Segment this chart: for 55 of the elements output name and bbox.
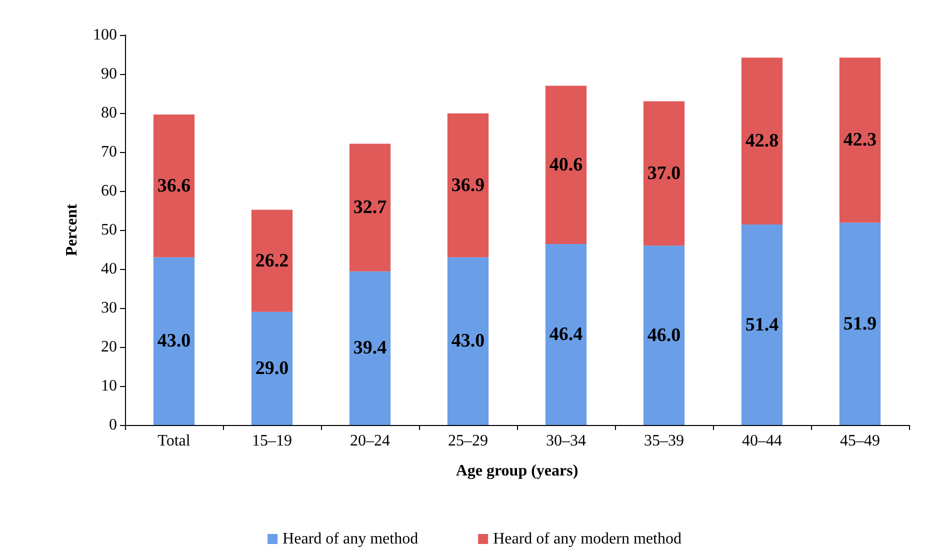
data-label: 36.6 [157,175,191,196]
data-label: 36.9 [451,174,485,196]
y-tick-label: 0 [109,416,117,434]
bar [741,58,783,225]
y-tick-label: 80 [101,104,117,122]
data-label: 26.2 [255,250,289,272]
bar [251,210,293,312]
bar [153,257,195,425]
data-label: 46.0 [647,324,681,346]
y-tick-label: 40 [101,260,117,278]
x-tick-label: 35–39 [644,432,684,450]
bar [349,144,391,272]
data-label: 40.6 [549,154,583,176]
y-tick-label: 70 [101,144,117,160]
x-tick-label: 20–24 [350,432,390,450]
bar [153,114,195,258]
data-label: 46.4 [549,324,584,346]
data-label: 32.7 [353,197,388,218]
data-label: 51.4 [745,314,780,336]
bar [643,246,685,425]
legend-label: Heard of any method [282,530,418,548]
y-tick-label: 100 [93,26,117,44]
bar [839,58,881,223]
x-axis-title: Age group (years) [456,462,578,480]
data-label: 29.0 [255,358,289,379]
bar [447,113,489,258]
x-tick-label: 25–29 [448,432,488,450]
bar [447,257,489,425]
y-tick-label: 10 [101,378,117,394]
x-tick-label: 45–49 [840,432,880,450]
y-axis-title: Percent [64,203,80,256]
data-label: 43.0 [157,330,191,352]
data-label: 51.9 [843,313,877,334]
x-tick-label: Total [158,432,191,450]
bar [643,101,685,246]
data-label: 43.0 [451,330,485,352]
data-label: 39.4 [353,338,388,359]
data-label: 42.3 [843,130,877,151]
x-tick-label: 30–34 [546,432,586,450]
y-tick-label: 50 [101,222,117,238]
x-tick-label: 15–19 [252,432,292,450]
legend-label: Heard of any modern method [493,530,682,548]
y-tick-label: 90 [101,66,117,82]
bar [741,224,783,425]
bar [545,86,587,244]
bar [839,222,881,425]
bar [545,244,587,425]
y-tick-label: 30 [101,300,117,316]
data-label: 37.0 [647,162,681,184]
x-tick-label: 40–44 [742,432,782,450]
bar [349,271,391,425]
y-tick-label: 60 [101,182,117,200]
y-tick-label: 20 [101,338,117,356]
data-label: 42.8 [745,130,779,152]
bar [251,312,293,425]
